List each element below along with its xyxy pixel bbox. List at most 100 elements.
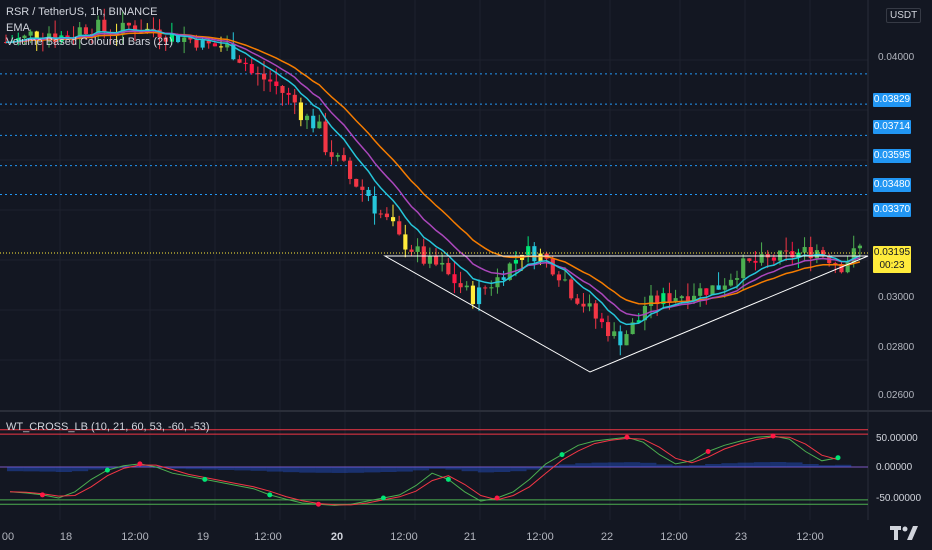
candle-body (575, 298, 580, 304)
candle-body (305, 115, 310, 121)
tradingview-logo-icon[interactable] (890, 524, 918, 542)
cross-dot (445, 476, 451, 482)
candle-body (329, 152, 334, 157)
candle-body (169, 34, 174, 42)
level-tag-4[interactable]: 0.03370 (873, 203, 911, 217)
osc-histogram-bar (250, 467, 267, 471)
candle-body (446, 262, 451, 275)
candle-body (440, 262, 445, 265)
candle-body (434, 255, 439, 265)
time-tick-label: 12:00 (390, 531, 418, 543)
candle-body (397, 221, 402, 235)
level-tag-0[interactable]: 0.03829 (873, 93, 911, 107)
candle-body (225, 43, 230, 48)
indicator-volume-bars-label[interactable]: Volume Based Coloured Bars (21) (6, 36, 173, 48)
candle-body (716, 285, 721, 290)
candle-body (704, 288, 709, 295)
osc-histogram-bar (104, 467, 121, 469)
level-tag-1[interactable]: 0.03714 (873, 120, 911, 134)
osc-histogram-bar (737, 462, 754, 467)
candle-body (735, 278, 740, 280)
candle-body (415, 246, 420, 252)
time-tick-label: 00 (1, 531, 15, 543)
candle-body (391, 217, 396, 222)
osc-histogram-bar (591, 462, 608, 467)
candle-body (642, 305, 647, 321)
y-tick-0: 0.04000 (878, 52, 915, 63)
candle-body (569, 279, 574, 299)
candle-body (526, 246, 531, 255)
indicator-ema-label[interactable]: EMA (6, 22, 30, 34)
candle-body (120, 22, 125, 34)
time-tick-label: 22 (600, 531, 614, 543)
osc-histogram-bar (786, 462, 803, 467)
candle-body (366, 189, 371, 196)
candle-body (292, 94, 297, 103)
candle-body (22, 35, 27, 39)
last-price-tag[interactable]: 0.03195 (873, 246, 911, 260)
candle-body (206, 40, 211, 44)
candle-body (802, 247, 807, 253)
candle-body (661, 293, 666, 305)
cross-dot (624, 434, 630, 440)
osc-histogram-bar (234, 467, 251, 471)
level-tag-3[interactable]: 0.03480 (873, 178, 911, 192)
time-tick-label: 12:00 (526, 531, 554, 543)
candle-body (636, 320, 641, 323)
candle-body (298, 102, 303, 121)
osc-histogram-bar (120, 465, 137, 467)
cross-dot (315, 501, 321, 507)
candle-body (34, 31, 39, 39)
osc-histogram-bar (283, 467, 300, 473)
triangle-drawing (383, 255, 869, 373)
osc-histogram-bar (672, 465, 689, 467)
candle-body (630, 322, 635, 335)
candle-body (606, 322, 611, 337)
cross-dot (559, 452, 565, 458)
candle-body (96, 19, 101, 35)
candle-body (698, 288, 703, 296)
osc-histogram-bar (688, 465, 706, 467)
candle-body (593, 303, 598, 319)
cross-dot (39, 492, 45, 498)
y-tick-1: 0.03000 (878, 292, 915, 303)
osc-histogram-bar (494, 467, 511, 472)
time-tick-label: 21 (463, 531, 477, 543)
osc-histogram-bar (445, 467, 462, 470)
level-tag-2[interactable]: 0.03595 (873, 149, 911, 163)
ema-mid-line (5, 30, 861, 317)
candle-body (722, 285, 727, 290)
cross-dot (202, 476, 208, 482)
osc-histogram-bar (299, 467, 316, 473)
osc-histogram-bar (477, 467, 495, 473)
candle-countdown: 00:23 (873, 259, 911, 273)
osc-tick-0: 50.00000 (876, 433, 918, 444)
candle-body (360, 186, 365, 190)
osc-histogram-bar (526, 467, 543, 470)
candle-body (821, 250, 826, 256)
candle-body (182, 37, 187, 43)
candle-body (839, 264, 844, 273)
candle-body (212, 43, 217, 47)
wt-cross-oscillator (0, 429, 868, 507)
wt2-line (9, 436, 839, 506)
candle-body (538, 253, 543, 262)
osc-histogram-bar (71, 467, 89, 472)
candle-body (464, 285, 469, 288)
candle-body (323, 121, 328, 153)
osc-histogram-bar (185, 467, 202, 470)
candle-body (16, 38, 21, 42)
candle-body (262, 73, 267, 80)
candle-body (771, 257, 776, 261)
oscillator-label[interactable]: WT_CROSS_LB (10, 21, 60, 53, -60, -53) (6, 421, 210, 433)
candle-body (550, 258, 555, 275)
osc-histogram-bar (542, 465, 559, 467)
wt1-line (9, 435, 839, 506)
chart-title[interactable]: RSR / TetherUS, 1h, BINANCE (6, 6, 158, 18)
candle-body (667, 293, 672, 303)
candle-body (458, 283, 463, 288)
currency-label[interactable]: USDT (886, 8, 922, 23)
candle-body (317, 121, 322, 129)
candle-body (163, 37, 168, 42)
